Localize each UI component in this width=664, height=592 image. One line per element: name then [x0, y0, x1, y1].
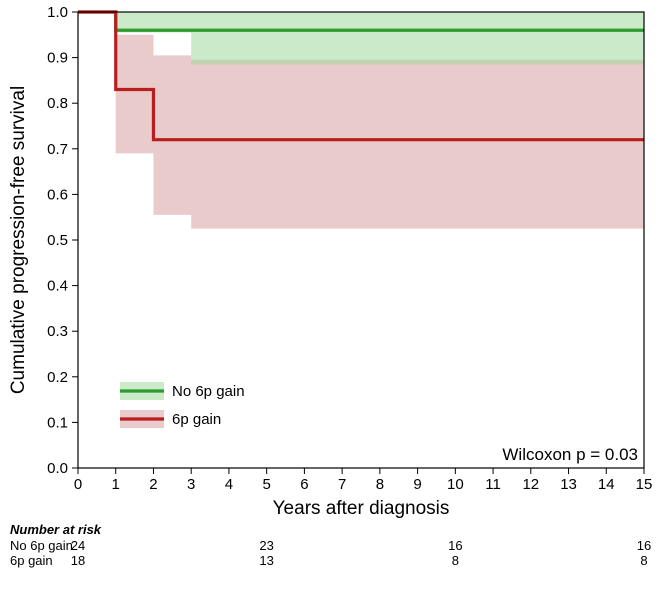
risk-count-1-5: 13	[259, 553, 273, 568]
risk-count-0-10: 16	[448, 538, 462, 553]
legend-label-6p: 6p gain	[172, 411, 221, 428]
x-tick-label: 6	[300, 476, 308, 493]
x-tick-label: 0	[74, 476, 82, 493]
x-tick-label: 7	[338, 476, 346, 493]
risk-count-0-0: 24	[71, 538, 85, 553]
risk-table-header: Number at risk	[10, 522, 102, 537]
y-axis-label: Cumulative progression-free survival	[8, 86, 29, 394]
y-tick-label: 0.6	[47, 186, 68, 203]
x-axis-label: Years after diagnosis	[273, 498, 450, 519]
x-tick-label: 9	[413, 476, 421, 493]
x-tick-label: 15	[636, 476, 653, 493]
legend-label-no6p: No 6p gain	[172, 383, 245, 400]
x-tick-label: 1	[112, 476, 120, 493]
x-tick-label: 8	[376, 476, 384, 493]
risk-count-1-0: 18	[71, 553, 85, 568]
y-tick-label: 0.8	[47, 95, 68, 112]
x-tick-label: 14	[598, 476, 615, 493]
y-tick-label: 0.9	[47, 50, 68, 67]
y-tick-label: 0.4	[47, 278, 68, 295]
y-tick-label: 0.5	[47, 232, 68, 249]
x-tick-label: 4	[225, 476, 233, 493]
risk-row-label-1: 6p gain	[10, 553, 53, 568]
km-svg: 01234567891011121314150.00.10.20.30.40.5…	[0, 0, 664, 592]
risk-count-1-15: 8	[640, 553, 647, 568]
wilcoxon-pvalue: Wilcoxon p = 0.03	[502, 445, 638, 464]
x-tick-label: 13	[560, 476, 577, 493]
y-tick-label: 1.0	[47, 4, 68, 21]
x-tick-label: 2	[149, 476, 157, 493]
risk-row-label-0: No 6p gain	[10, 538, 73, 553]
x-tick-label: 3	[187, 476, 195, 493]
y-tick-label: 0.1	[47, 414, 68, 431]
risk-count-1-10: 8	[452, 553, 459, 568]
x-tick-label: 10	[447, 476, 464, 493]
km-chart: 01234567891011121314150.00.10.20.30.40.5…	[0, 0, 664, 592]
x-tick-label: 5	[262, 476, 270, 493]
y-tick-label: 0.3	[47, 323, 68, 340]
x-tick-label: 12	[522, 476, 539, 493]
y-tick-label: 0.7	[47, 141, 68, 158]
x-tick-label: 11	[485, 476, 501, 493]
risk-count-0-15: 16	[637, 538, 651, 553]
y-tick-label: 0.0	[47, 460, 68, 477]
y-tick-label: 0.2	[47, 369, 68, 386]
risk-count-0-5: 23	[259, 538, 273, 553]
